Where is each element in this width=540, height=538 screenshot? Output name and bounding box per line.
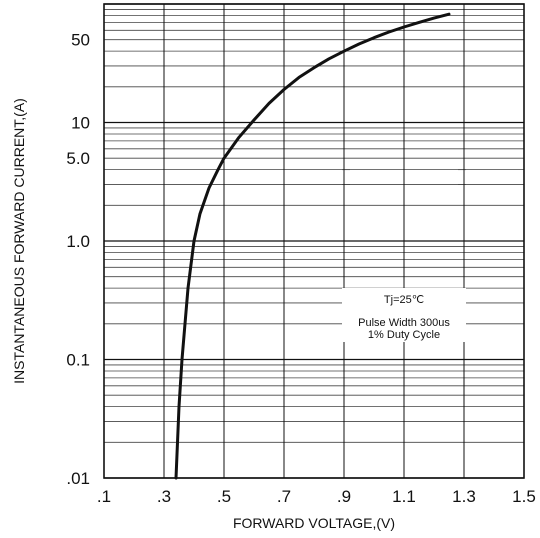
y-tick-label: .01	[66, 469, 90, 488]
x-tick-label: .9	[337, 487, 351, 506]
annotation-tj: Tj=25℃	[384, 294, 424, 306]
y-tick-label: 1.0	[66, 232, 90, 251]
series-forward-current-curve	[174, 12, 451, 480]
x-tick-label: .7	[277, 487, 291, 506]
y-axis-label: INSTANTANEOUS FORWARD CURRENT,(A)	[11, 98, 27, 384]
y-tick-label: 5.0	[66, 149, 90, 168]
x-tick-label: .3	[157, 487, 171, 506]
annotation-background	[342, 288, 466, 342]
x-tick-label: 1.5	[512, 487, 536, 506]
y-tick-label: 0.1	[66, 351, 90, 370]
x-tick-labels: .1 .3 .5 .7 .9 1.1 1.3 1.5	[97, 487, 536, 506]
x-tick-label: .1	[97, 487, 111, 506]
x-axis-label: FORWARD VOLTAGE,(V)	[233, 515, 395, 531]
x-tick-label: 1.3	[452, 487, 476, 506]
grid-minor-lines	[104, 9, 524, 443]
y-tick-label: 10	[71, 114, 90, 133]
y-tick-label: 50	[71, 31, 90, 50]
y-tick-labels: .01 0.1 1.0 5.0 10 50	[66, 31, 90, 488]
x-tick-label: .5	[217, 487, 231, 506]
annotation-duty-cycle: 1% Duty Cycle	[368, 329, 440, 341]
x-tick-label: 1.1	[392, 487, 416, 506]
plot-frame	[103, 3, 525, 479]
annotation-pulse-width: Pulse Width 300us	[358, 317, 450, 329]
